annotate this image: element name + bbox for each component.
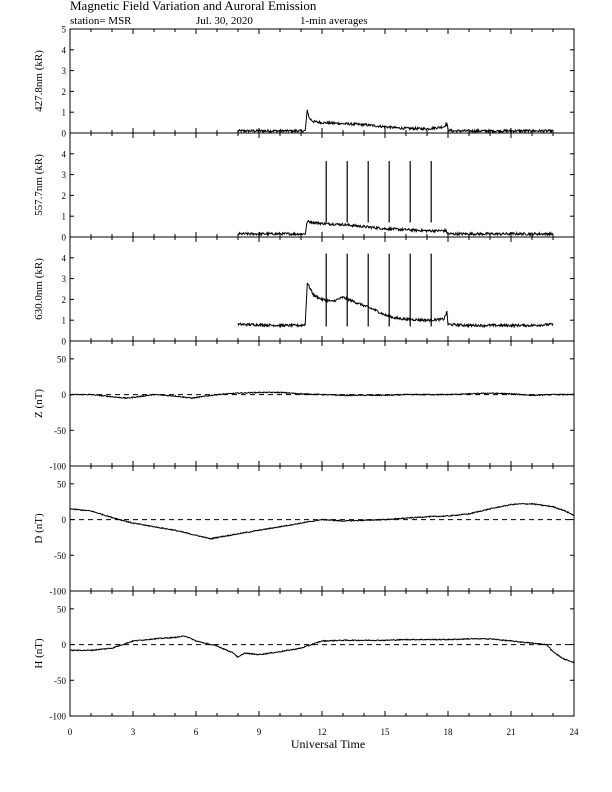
y-tick-label: 1	[62, 316, 67, 326]
x-tick-label: 0	[68, 727, 73, 737]
y-tick-label: -100	[50, 587, 67, 597]
y-tick-label: 4	[62, 149, 67, 159]
y-axis-label: 557.7nm (kR)	[33, 154, 45, 216]
panel-frame	[69, 465, 575, 592]
series-line	[69, 502, 575, 540]
y-tick-label: -50	[54, 676, 66, 686]
panel-frame	[69, 28, 575, 134]
series-line	[237, 109, 554, 135]
panel-6: -100 -50 0 50 H (nT)	[33, 590, 575, 722]
x-tick-label: 15	[381, 727, 391, 737]
station-label: station= MSR	[70, 15, 132, 27]
panel-frame	[69, 340, 575, 467]
x-tick-label: 12	[318, 727, 327, 737]
y-tick-label: 0	[62, 337, 67, 347]
y-tick-label: 50	[57, 479, 67, 489]
y-tick-label: -100	[50, 712, 67, 722]
y-tick-label: -50	[54, 426, 66, 436]
y-tick-label: 2	[62, 295, 67, 305]
y-axis-label: D (nT)	[33, 513, 45, 544]
y-tick-label: -50	[54, 551, 66, 561]
y-axis-label: Z (nT)	[33, 389, 45, 418]
y-tick-label: 1	[62, 108, 67, 118]
x-tick-label: 6	[194, 727, 199, 737]
y-tick-label: 3	[62, 274, 67, 284]
date-label: Jul. 30, 2020	[196, 15, 253, 27]
y-tick-label: 4	[62, 45, 67, 55]
y-tick-label: 3	[62, 170, 67, 180]
x-axis-title: Universal Time	[291, 737, 365, 751]
averaging-label: 1-min averages	[300, 15, 368, 27]
panel-frame	[69, 132, 575, 238]
y-tick-label: 50	[57, 604, 67, 614]
panel-frame	[69, 590, 575, 717]
series-line	[69, 391, 575, 400]
y-tick-label: 1	[62, 212, 67, 222]
x-tick-label: 9	[257, 727, 262, 737]
series-line	[69, 635, 575, 664]
y-tick-label: 4	[62, 253, 67, 263]
y-tick-label: 2	[62, 87, 67, 97]
y-tick-label: 0	[62, 640, 67, 650]
y-tick-label: 0	[62, 390, 67, 400]
series-line	[237, 282, 554, 329]
y-tick-label: 0	[62, 233, 67, 243]
series-line	[237, 219, 554, 237]
y-tick-label: 3	[62, 66, 67, 76]
y-axis-label: 630.0nm (kR)	[33, 258, 45, 320]
panel-4: -100 -50 0 50 Z (nT)	[33, 340, 575, 472]
x-tick-label: 21	[507, 727, 516, 737]
chart-title: Magnetic Field Variation and Auroral Emi…	[70, 0, 317, 13]
y-tick-label: -100	[50, 462, 67, 472]
x-tick-label: 24	[570, 727, 580, 737]
y-axis-label: H (nT)	[33, 638, 45, 669]
panel-2: 0 1 2 3 4 557.7nm (kR)	[33, 132, 575, 243]
y-tick-label: 2	[62, 191, 67, 201]
x-tick-labels: 0 3 6 9 12 15 18 21 24	[68, 727, 579, 737]
panel-1: 0 1 2 3 4 5 427.8nm (kR)	[33, 25, 575, 139]
y-tick-label: 0	[62, 515, 67, 525]
y-tick-label: 0	[62, 129, 67, 139]
x-tick-label: 3	[131, 727, 136, 737]
y-tick-label: 50	[57, 354, 67, 364]
panel-5: -100 -50 0 50 D (nT)	[33, 465, 575, 597]
y-tick-label: 5	[62, 25, 67, 35]
x-tick-label: 18	[444, 727, 454, 737]
y-axis-label: 427.8nm (kR)	[33, 50, 45, 112]
panel-3: 0 1 2 3 4 630.0nm (kR)	[33, 236, 575, 347]
